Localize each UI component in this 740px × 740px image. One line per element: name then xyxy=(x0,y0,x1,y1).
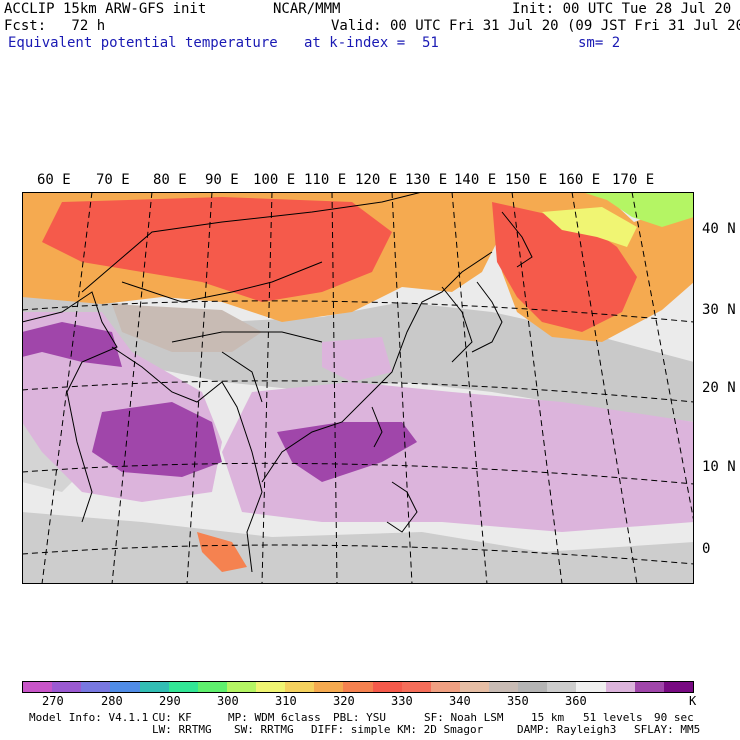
model-title: ACCLIP 15km ARW-GFS init xyxy=(4,1,207,17)
lon-label: 170 E xyxy=(612,172,655,188)
lon-label: 150 E xyxy=(505,172,548,188)
lat-label: 30 N xyxy=(702,302,736,318)
field-name: Equivalent potential temperature xyxy=(8,35,278,51)
lon-label: 90 E xyxy=(205,172,239,188)
warm-indonesia xyxy=(197,532,247,572)
colorbar-swatch xyxy=(314,682,344,692)
colorbar-tick-label: 270 xyxy=(42,694,64,708)
pbl-scheme: PBL: YSU xyxy=(333,711,386,724)
colorbar-tick-label: 330 xyxy=(391,694,413,708)
cool-pacific xyxy=(582,192,694,227)
lon-label: 160 E xyxy=(558,172,601,188)
cu-scheme: CU: KF xyxy=(152,711,192,724)
time-step: 90 sec xyxy=(654,711,694,724)
lw-scheme: LW: RRTMG xyxy=(152,723,212,736)
moist-bay-of-bengal xyxy=(92,402,222,477)
forecast-hour: Fcst: 72 h xyxy=(4,18,106,34)
lon-label: 100 E xyxy=(253,172,296,188)
moist-south-china-sea xyxy=(277,422,417,482)
moist-light-scs xyxy=(222,382,694,532)
lon-label: 130 E xyxy=(405,172,448,188)
colorbar-swatch xyxy=(226,682,256,692)
source-label: NCAR/MMM xyxy=(273,1,341,17)
level-index: at k-index = 51 xyxy=(304,35,439,51)
colorbar-swatch xyxy=(634,682,664,692)
colorbar-tick-label: 290 xyxy=(159,694,181,708)
colorbar-swatch xyxy=(110,682,140,692)
colorbar-tick-label: 350 xyxy=(507,694,529,708)
init-time: Init: 00 UTC Tue 28 Jul 20 xyxy=(512,1,732,17)
colorbar-swatch xyxy=(663,682,693,692)
model-info: Model Info: V4.1.1 xyxy=(29,711,149,724)
lon-label: 120 E xyxy=(355,172,398,188)
resolution: 15 km xyxy=(531,711,565,724)
colorbar-swatch xyxy=(23,682,53,692)
damping: DAMP: Rayleigh3 xyxy=(517,723,617,736)
smoothing: sm= 2 xyxy=(578,35,621,51)
colorbar-swatch xyxy=(81,682,111,692)
colorbar-tick-label: 300 xyxy=(217,694,239,708)
colorbar-swatch xyxy=(489,682,519,692)
lon-label: 140 E xyxy=(454,172,497,188)
lat-label: 10 N xyxy=(702,459,736,475)
colorbar-swatch xyxy=(576,682,606,692)
lat-label: 40 N xyxy=(702,221,736,237)
colorbar-tick-label: 320 xyxy=(333,694,355,708)
graticule xyxy=(22,192,694,584)
colorbar-swatch xyxy=(285,682,315,692)
sw-scheme: SW: RRTMG xyxy=(234,723,294,736)
hot-region-asia xyxy=(42,197,392,302)
mild-pacific xyxy=(542,207,637,247)
colorbar-tick-label: 340 xyxy=(449,694,471,708)
lon-label: 70 E xyxy=(96,172,130,188)
coastlines xyxy=(22,192,533,573)
lon-label: 80 E xyxy=(153,172,187,188)
colorbar-unit: K xyxy=(689,694,697,708)
colorbar-tick-label: 280 xyxy=(101,694,123,708)
colorbar-tick-label: 360 xyxy=(565,694,587,708)
colorbar-swatch xyxy=(547,682,577,692)
sflay-scheme: SFLAY: MM5 xyxy=(634,723,701,736)
sf-scheme: SF: Noah LSM xyxy=(424,711,504,724)
diffusion: DIFF: simple KM: 2D Smagor xyxy=(311,723,484,736)
colorbar-swatch xyxy=(168,682,198,692)
colorbar-swatch xyxy=(605,682,635,692)
map-panel xyxy=(22,192,694,584)
colorbar-swatch xyxy=(459,682,489,692)
colorbar-swatch xyxy=(401,682,431,692)
colorbar xyxy=(22,681,694,693)
colorbar-swatch xyxy=(139,682,169,692)
colorbar-swatch xyxy=(197,682,227,692)
lon-label: 110 E xyxy=(304,172,347,188)
colorbar-swatch xyxy=(52,682,82,692)
hot-pacific xyxy=(492,202,637,332)
colorbar-swatch xyxy=(518,682,548,692)
grey-band-south xyxy=(22,512,694,584)
tibet-plateau xyxy=(112,304,262,352)
lat-label: 0 xyxy=(702,541,711,557)
lon-label: 60 E xyxy=(37,172,71,188)
lat-label: 20 N xyxy=(702,380,736,396)
colorbar-swatch xyxy=(343,682,373,692)
colorbar-swatch xyxy=(256,682,286,692)
mp-scheme: MP: WDM 6class xyxy=(228,711,321,724)
vertical-levels: 51 levels xyxy=(583,711,643,724)
moist-china-inland xyxy=(322,337,392,382)
colorbar-swatch xyxy=(430,682,460,692)
colorbar-swatch xyxy=(372,682,402,692)
colorbar-tick-label: 310 xyxy=(275,694,297,708)
valid-time: Valid: 00 UTC Fri 31 Jul 20 (09 JST Fri … xyxy=(331,18,740,34)
